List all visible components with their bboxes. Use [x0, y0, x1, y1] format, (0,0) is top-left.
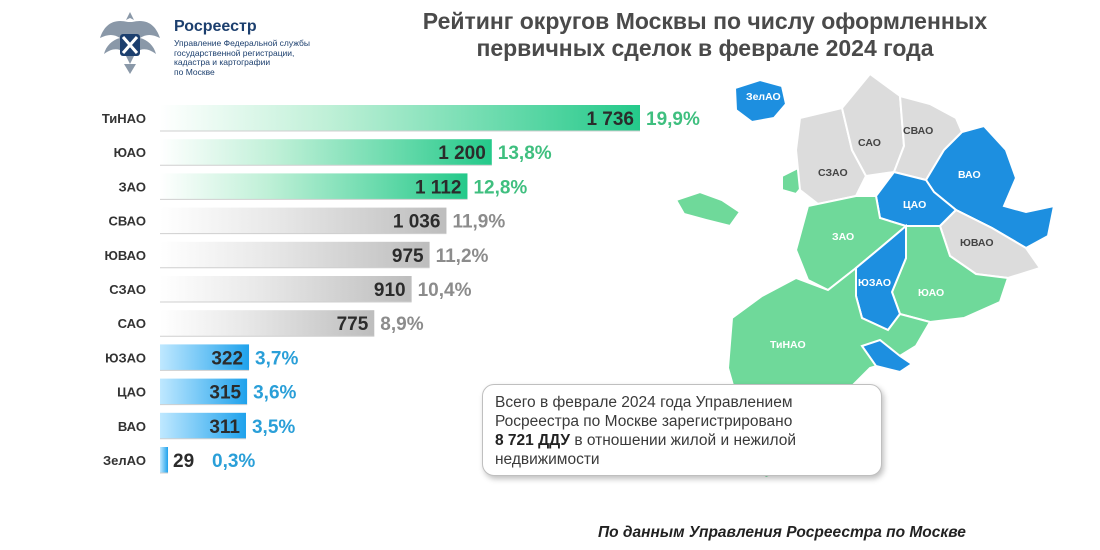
- note-line-3-rest: в отношении жилой и нежилой: [570, 432, 796, 449]
- value-label: 311: [209, 417, 240, 438]
- map-label-yuzao: ЮЗАО: [858, 277, 891, 289]
- category-label: СЗАО: [109, 282, 146, 297]
- bar: [160, 378, 248, 405]
- moscow-districts-map: ЗелАО САО СВАО СЗАО ВАО ЦАО ЗАО ЮВАО ЮЗА…: [674, 72, 1056, 480]
- note-total-value: 8 721 ДДУ: [495, 432, 571, 449]
- percent-label: 11,9%: [452, 212, 505, 233]
- value-label: 1 200: [438, 143, 486, 164]
- bar: [160, 207, 447, 234]
- map-label-svao: СВАО: [903, 125, 933, 137]
- map-label-vao: ВАО: [958, 169, 981, 181]
- bar: [160, 310, 375, 337]
- percent-label: 3,7%: [255, 348, 298, 369]
- map-label-zelao: ЗелАО: [746, 91, 781, 103]
- map-label-yuvao: ЮВАО: [960, 237, 994, 249]
- percent-label: 19,9%: [646, 109, 700, 130]
- category-label: ЦАО: [117, 385, 146, 400]
- rosreestr-logo: Росреестр Управление Федеральной службы …: [98, 8, 338, 78]
- map-label-tinao: ТиНАО: [770, 339, 806, 351]
- value-label: 322: [211, 348, 243, 369]
- value-label: 775: [337, 314, 369, 335]
- value-label: 29: [173, 451, 194, 472]
- total-note-box: Всего в феврале 2024 года Управлением Ро…: [482, 384, 882, 476]
- value-label: 910: [374, 280, 406, 301]
- note-line-1: Всего в феврале 2024 года Управлением: [495, 394, 793, 411]
- chart-title: Рейтинг округов Москвы по числу оформлен…: [422, 8, 988, 61]
- value-label: 1 736: [586, 109, 634, 130]
- percent-label: 0,3%: [212, 451, 255, 472]
- value-label: 1 036: [393, 212, 441, 233]
- value-label: 315: [209, 383, 241, 404]
- percent-label: 13,8%: [498, 143, 552, 164]
- percent-label: 3,5%: [252, 417, 295, 438]
- bar: [160, 344, 250, 371]
- source-caption: По данным Управления Росреестра по Москв…: [598, 524, 966, 541]
- bar: [160, 241, 430, 268]
- logo-name: Росреестр: [174, 18, 257, 35]
- category-label: ЮЗАО: [105, 350, 146, 365]
- category-label: ЗАО: [119, 179, 146, 194]
- value-label: 975: [392, 246, 424, 267]
- category-label: СВАО: [109, 214, 146, 229]
- note-line-4: недвижимости: [495, 451, 600, 468]
- map-region-island: [860, 338, 914, 374]
- bar: [160, 139, 492, 166]
- category-label: ВАО: [118, 419, 146, 434]
- category-label: САО: [118, 316, 146, 331]
- bar: [160, 447, 169, 473]
- bar: [160, 105, 640, 131]
- bar: [160, 412, 246, 439]
- map-region-zelao: [733, 78, 788, 124]
- value-label: 1 112: [415, 177, 462, 198]
- map-label-yuao: ЮАО: [918, 287, 944, 299]
- category-label: ЮВАО: [105, 248, 146, 263]
- percent-label: 10,4%: [418, 280, 472, 301]
- bar: [160, 173, 468, 200]
- logo-subtitle: Управление Федеральной службы государств…: [174, 38, 310, 77]
- percent-label: 12,8%: [473, 177, 527, 198]
- map-region-island: [674, 190, 742, 228]
- category-label: ЮАО: [114, 145, 146, 160]
- percent-label: 11,2%: [436, 246, 489, 267]
- map-label-zao: ЗАО: [832, 231, 854, 243]
- category-label: ЗелАО: [103, 453, 146, 468]
- note-line-2: Росреестра по Москве зарегистрировано: [495, 413, 793, 430]
- bar: [160, 276, 412, 302]
- map-label-szao: СЗАО: [818, 167, 848, 179]
- map-label-sao: САО: [858, 137, 881, 149]
- bar-chart: ТиНАО 1 736 19,9% ЮАО 1 200 13,8% ЗАО 1 112 12,8…: [102, 105, 700, 474]
- note-line-3: 8 721 ДДУ в отношении жилой и нежилой: [495, 431, 869, 450]
- eagle-emblem-icon: [100, 12, 160, 74]
- percent-label: 8,9%: [380, 314, 423, 335]
- total-note-text: Всего в феврале 2024 года Управлением Ро…: [495, 393, 869, 469]
- category-label: ТиНАО: [102, 111, 146, 126]
- percent-label: 3,6%: [253, 383, 296, 404]
- map-label-cao: ЦАО: [903, 199, 926, 211]
